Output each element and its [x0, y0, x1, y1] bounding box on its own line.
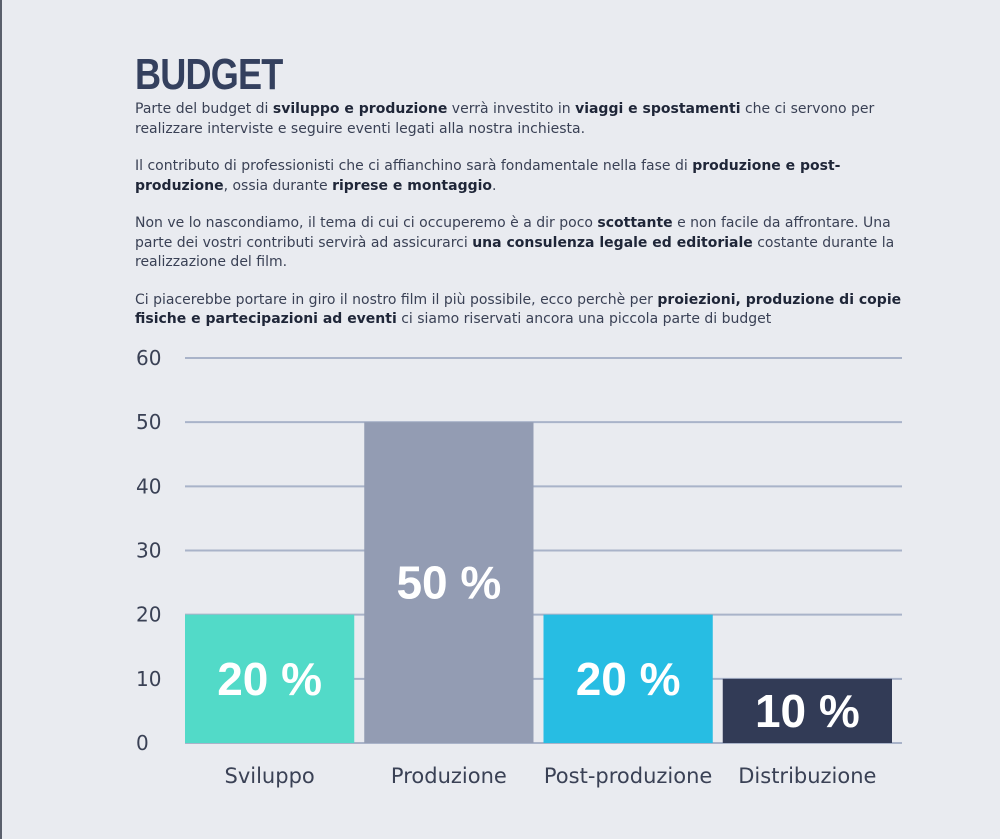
body-text: Non ve lo nascondiamo, il tema di cui ci… — [135, 215, 598, 231]
body-text: e non facile da affrontare. Una parte de… — [135, 215, 891, 251]
body-text: ci siamo riservati ancora una piccola pa… — [396, 311, 772, 327]
page-title: BUDGET — [135, 50, 283, 99]
body-text: Ci piacerebbe portare in giro il nostro … — [135, 291, 658, 308]
body-text: , ossia durante — [223, 177, 333, 194]
bar-value-label: 20 % — [217, 653, 322, 705]
body-text: che ci servono per realizzare interviste… — [135, 101, 875, 137]
bar — [722, 678, 892, 743]
highlight-text: scottante — [597, 215, 673, 231]
y-tick-label: 60 — [136, 346, 161, 370]
bar-value-label: 10 % — [755, 685, 860, 737]
paragraph-3: Non ve lo nascondiamo, il tema di cui ci… — [135, 214, 905, 273]
body-text: . — [492, 177, 497, 194]
bar — [364, 422, 534, 743]
paragraph-4: Ci piacerebbe portare in giro il nostro … — [135, 291, 905, 330]
highlight-text: proiezioni, produzione di copie fisiche … — [135, 291, 902, 328]
category-label: Produzione — [391, 764, 507, 788]
bar-value-label: 20 % — [576, 653, 681, 705]
bar — [185, 614, 355, 743]
body-text: costante durante la realizzazione del fi… — [135, 234, 895, 271]
highlight-text: riprese e montaggio — [332, 177, 493, 194]
body-text: Parte del budget di — [135, 101, 273, 117]
highlight-text: sviluppo e produzione — [272, 101, 448, 117]
body-text: verrà investito in — [447, 101, 576, 117]
bar-value-label: 50 % — [396, 557, 501, 609]
category-label: Sviluppo — [225, 764, 315, 788]
highlight-text: una consulenza legale ed editoriale — [472, 234, 753, 251]
y-tick-label: 10 — [136, 667, 161, 691]
paragraph-1: Parte del budget di sviluppo e produzion… — [135, 100, 905, 139]
y-tick-label: 0 — [136, 731, 149, 755]
y-tick-label: 20 — [136, 603, 161, 627]
y-tick-label: 40 — [136, 474, 161, 498]
description: Parte del budget di sviluppo e produzion… — [135, 100, 905, 330]
left-border — [0, 0, 2, 839]
bar — [543, 614, 713, 743]
category-label: Distribuzione — [738, 764, 876, 788]
highlight-text: produzione e post-produzione — [135, 158, 841, 194]
paragraph-2: Il contributo di professionisti che ci a… — [135, 157, 905, 196]
highlight-text: viaggi e spostamenti — [575, 101, 741, 117]
body-text: Il contributo di professionisti che ci a… — [135, 158, 693, 174]
y-tick-label: 30 — [136, 539, 161, 563]
y-tick-label: 50 — [136, 410, 161, 434]
budget-section: BUDGET Parte del budget di sviluppo e pr… — [135, 52, 905, 348]
category-label: Post-produzione — [544, 764, 712, 788]
